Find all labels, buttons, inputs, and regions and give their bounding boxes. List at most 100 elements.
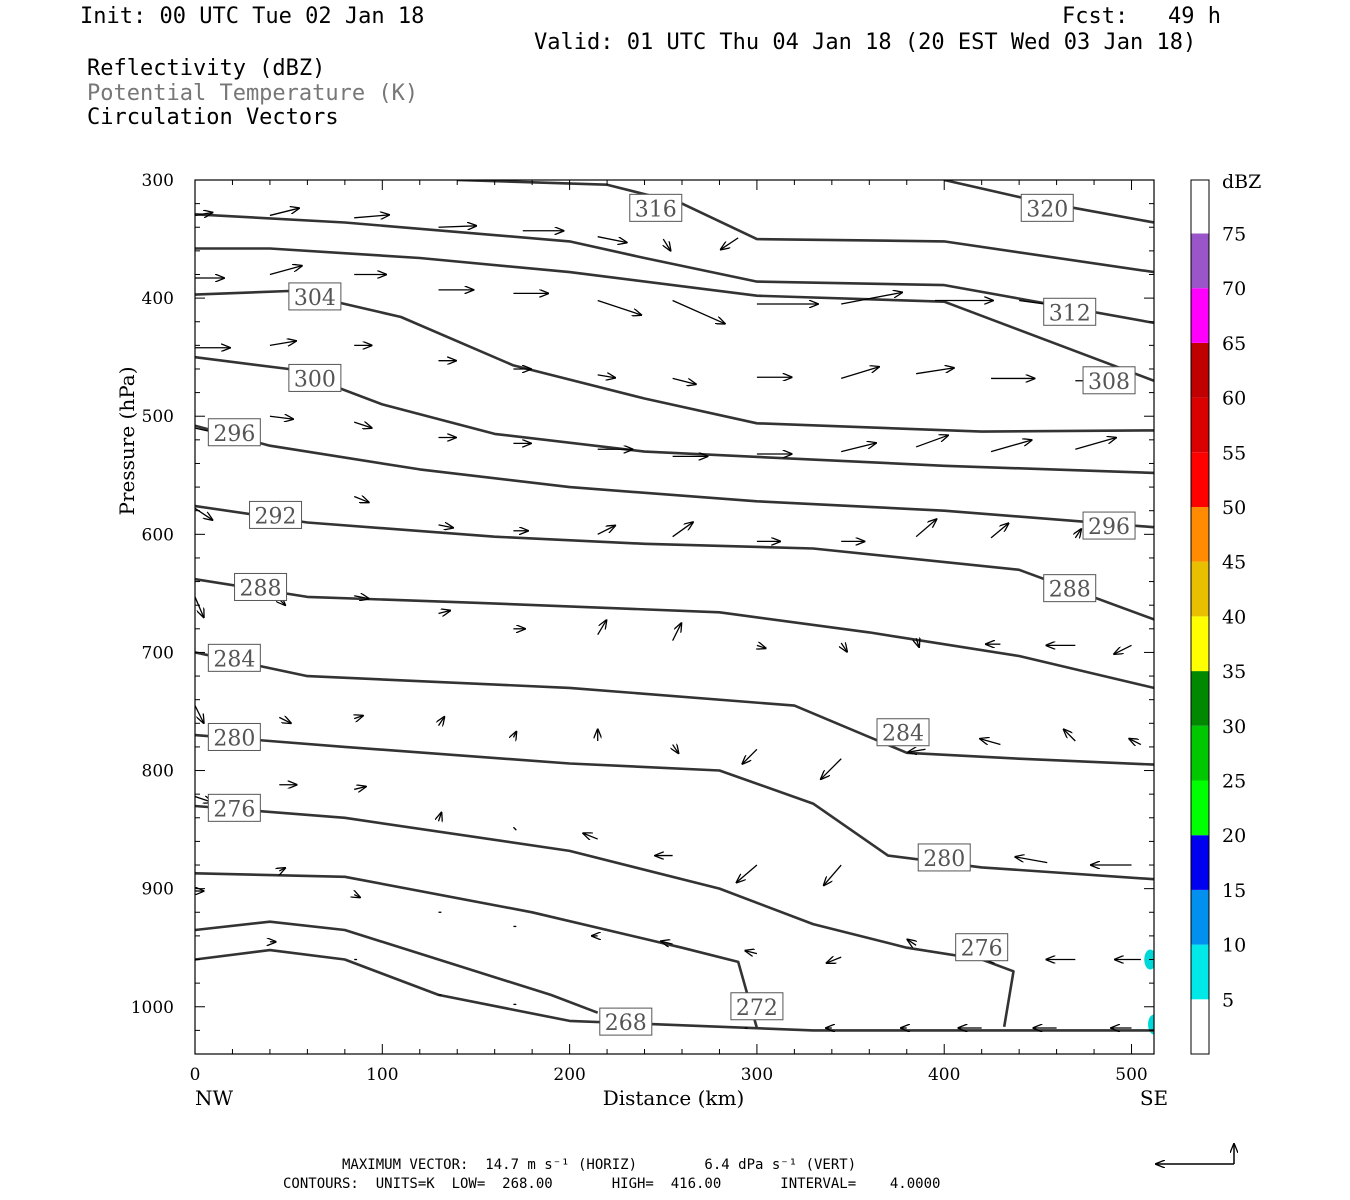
- contour-label-box: [1082, 366, 1136, 395]
- colorbar-segment: [1191, 889, 1209, 945]
- circulation-vector: [737, 864, 758, 882]
- y-axis-title: Pressure (hPa): [115, 367, 139, 516]
- circulation-vector: [745, 951, 758, 954]
- contour-label: 296: [213, 422, 255, 447]
- contour-label: 292: [255, 504, 297, 529]
- contour-label: 304: [294, 286, 336, 311]
- circulation-vector: [1075, 438, 1116, 450]
- circulation-vector: [583, 833, 598, 839]
- contour-label: 276: [213, 797, 255, 822]
- colorbar-label: 25: [1222, 771, 1246, 793]
- field-theta: Potential Temperature (K): [87, 81, 419, 106]
- colorbar: 5 10 15 20 25 30 35 40 45 50 55 60 65 70 75 dBZ: [1190, 171, 1261, 1055]
- circulation-vector: [1075, 529, 1081, 538]
- circulation-vector: [512, 826, 517, 831]
- field-reflectivity: Reflectivity (dBZ): [87, 56, 326, 81]
- contour-label: 284: [213, 647, 255, 672]
- colorbar-label: 30: [1222, 716, 1246, 738]
- contour-label-box: [876, 718, 930, 747]
- y-tick-label: 500: [142, 407, 174, 427]
- theta-contour-280: [195, 733, 1154, 881]
- contour-label-box: [730, 992, 784, 1021]
- circulation-vector: [269, 341, 296, 345]
- colorbar-segment: [1191, 725, 1209, 781]
- contour-info-text: CONTOURS: UNITS=K LOW= 268.00 HIGH= 416.…: [283, 1176, 941, 1192]
- contour-label: 320: [1026, 197, 1068, 222]
- x-tick-label: 0: [190, 1065, 201, 1085]
- colorbar-title: dBZ: [1222, 171, 1261, 193]
- circulation-vector: [821, 758, 842, 779]
- circulation-vector: [672, 377, 696, 384]
- circulation-vector: [907, 940, 916, 946]
- colorbar-segment: [1191, 452, 1209, 507]
- max-vector-text: MAXIMUM VECTOR: 14.7 m s⁻¹ (HORIZ) 6.4 d…: [342, 1157, 857, 1173]
- circulation-vector: [438, 813, 441, 822]
- init-time: Init: 00 UTC Tue 02 Jan 18: [80, 4, 425, 29]
- colorbar-label: 55: [1222, 442, 1246, 464]
- circulation-vector: [438, 525, 453, 528]
- circulation-vector: [908, 749, 926, 752]
- x-tick-label: 300: [741, 1065, 773, 1085]
- circulation-vector: [1114, 644, 1132, 654]
- y-tick-label: 900: [142, 880, 174, 900]
- theta-contour-308: [195, 247, 1154, 383]
- circulation-vector: [354, 787, 366, 790]
- contour-label-box: [207, 793, 261, 822]
- axes: 0 100 200 300 400 500 300 400 500 600 700 800 900 100…: [115, 171, 1168, 1110]
- circulation-vector: [269, 416, 293, 419]
- theta-contour-312: [195, 213, 1154, 325]
- circulation-vector: [672, 299, 725, 323]
- contour-label: 280: [213, 726, 255, 751]
- circulation-vector: [597, 299, 642, 315]
- circulation-vector: [354, 596, 369, 599]
- circulation-vector: [1064, 729, 1076, 742]
- colorbar-segment: [1191, 671, 1209, 726]
- contour-label-box: [955, 933, 1009, 962]
- circulation-vector: [827, 957, 842, 963]
- colorbar-segment: [1191, 780, 1209, 836]
- circulation-vector: [597, 375, 615, 378]
- circulation-vector: [354, 422, 371, 428]
- circulation-vector: [279, 868, 285, 871]
- contour-label-box: [1082, 511, 1136, 540]
- circulation-vector: [673, 745, 679, 754]
- circulation-vector: [1129, 739, 1142, 745]
- x-axis-title: Distance (km): [603, 1086, 745, 1110]
- y-tick-label: 700: [142, 643, 174, 663]
- circulation-vector: [757, 645, 766, 648]
- circulation-vector: [841, 367, 879, 380]
- x-tick-label: 100: [366, 1065, 398, 1085]
- se-label: SE: [1140, 1086, 1168, 1110]
- circulation-vector: [672, 623, 682, 641]
- contour-label-box: [207, 643, 261, 672]
- contour-label-box: [917, 843, 971, 872]
- circulation-vector: [841, 643, 847, 652]
- circulation-vector: [354, 215, 389, 218]
- circulation-vector: [195, 596, 204, 617]
- circulation-vector: [721, 237, 739, 250]
- x-tick-label: 400: [928, 1065, 960, 1085]
- contour-label: 288: [1049, 578, 1091, 603]
- circulation-vector: [513, 732, 516, 738]
- theta-contour-272: [195, 872, 759, 1029]
- nw-label: NW: [195, 1086, 234, 1110]
- contour-label-box: [288, 363, 342, 392]
- circulation-vector: [841, 443, 876, 453]
- plot-area: 320 316 312 308 304 300 296 296 292 288 288 284 284 2…: [195, 180, 1154, 1036]
- theta-contour-276: [195, 804, 1015, 1028]
- circulation-vector: [278, 717, 291, 723]
- plot-frame: [194, 179, 1155, 1055]
- circulation-vector: [916, 638, 919, 647]
- contour-label: 268: [605, 1011, 647, 1036]
- colorbar-label: 10: [1222, 935, 1246, 957]
- y-tick-label: 600: [142, 525, 174, 545]
- theta-contour-304: [195, 289, 1154, 433]
- colorbar-label: 75: [1222, 224, 1246, 246]
- colorbar-segment: [1191, 507, 1209, 562]
- circulation-vector: [269, 266, 302, 276]
- theta-contour-296: [195, 424, 1154, 529]
- valid-time: Valid: 01 UTC Thu 04 Jan 18 (20 EST Wed …: [534, 30, 1197, 55]
- contour-label-box: [249, 500, 303, 529]
- theta-contour-288: [195, 577, 1154, 690]
